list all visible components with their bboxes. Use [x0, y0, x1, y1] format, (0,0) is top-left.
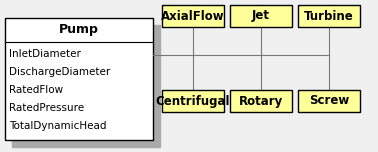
Text: Jet: Jet	[252, 9, 270, 22]
Text: Turbine: Turbine	[304, 9, 354, 22]
Bar	[230, 5, 292, 27]
Bar	[230, 90, 292, 112]
Text: AxialFlow: AxialFlow	[161, 9, 225, 22]
Text: Screw: Screw	[309, 95, 349, 107]
Text: RatedPressure: RatedPressure	[9, 103, 84, 113]
Text: RatedFlow: RatedFlow	[9, 85, 63, 95]
Bar	[298, 5, 360, 27]
Text: Centrifugal: Centrifugal	[156, 95, 230, 107]
Text: DischargeDiameter: DischargeDiameter	[9, 67, 110, 77]
Bar	[162, 5, 224, 27]
Text: TotalDynamicHead: TotalDynamicHead	[9, 121, 107, 131]
Bar	[12, 25, 160, 147]
Bar	[162, 90, 224, 112]
Text: Rotary: Rotary	[239, 95, 283, 107]
Bar	[298, 90, 360, 112]
Text: InletDiameter: InletDiameter	[9, 49, 81, 59]
Bar	[5, 18, 153, 140]
Text: Pump: Pump	[59, 24, 99, 36]
